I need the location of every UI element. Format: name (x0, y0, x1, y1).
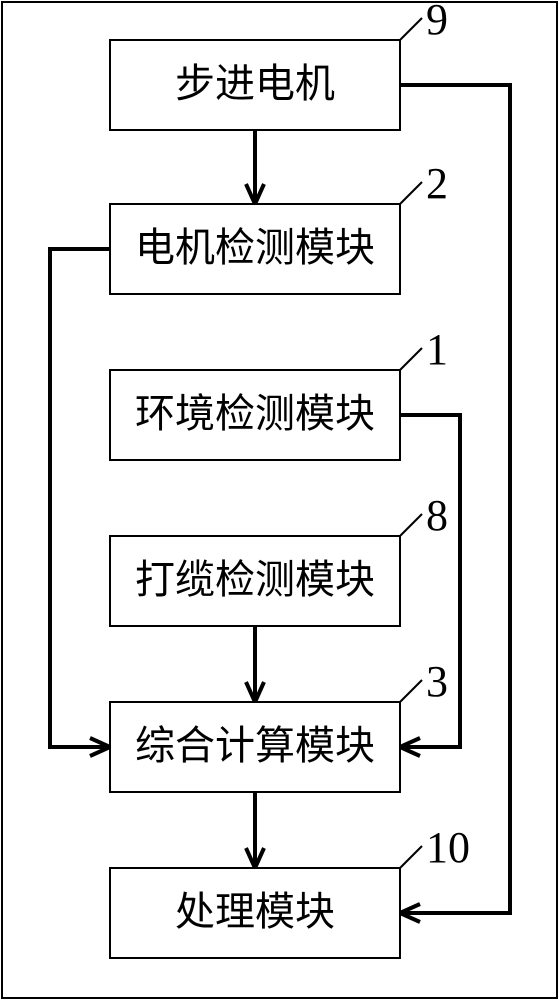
ref-number: 10 (426, 823, 470, 872)
ref-number: 8 (426, 491, 448, 540)
ref-number: 3 (426, 657, 448, 706)
ref-tick (400, 348, 422, 370)
ref-tick (400, 680, 422, 702)
flow-node-label: 综合计算模块 (135, 723, 375, 768)
ref-tick (400, 514, 422, 536)
ref-tick (400, 846, 422, 868)
ref-number: 9 (426, 0, 448, 44)
ref-tick (400, 182, 422, 204)
flow-node-label: 步进电机 (175, 61, 335, 106)
flow-node-label: 处理模块 (175, 889, 335, 934)
flow-node-label: 打缆检测模块 (135, 557, 375, 602)
flow-node-label: 电机检测模块 (135, 225, 375, 270)
flow-node-label: 环境检测模块 (135, 391, 375, 436)
ref-tick (400, 18, 422, 40)
ref-number: 2 (426, 159, 448, 208)
ref-number: 1 (426, 325, 448, 374)
